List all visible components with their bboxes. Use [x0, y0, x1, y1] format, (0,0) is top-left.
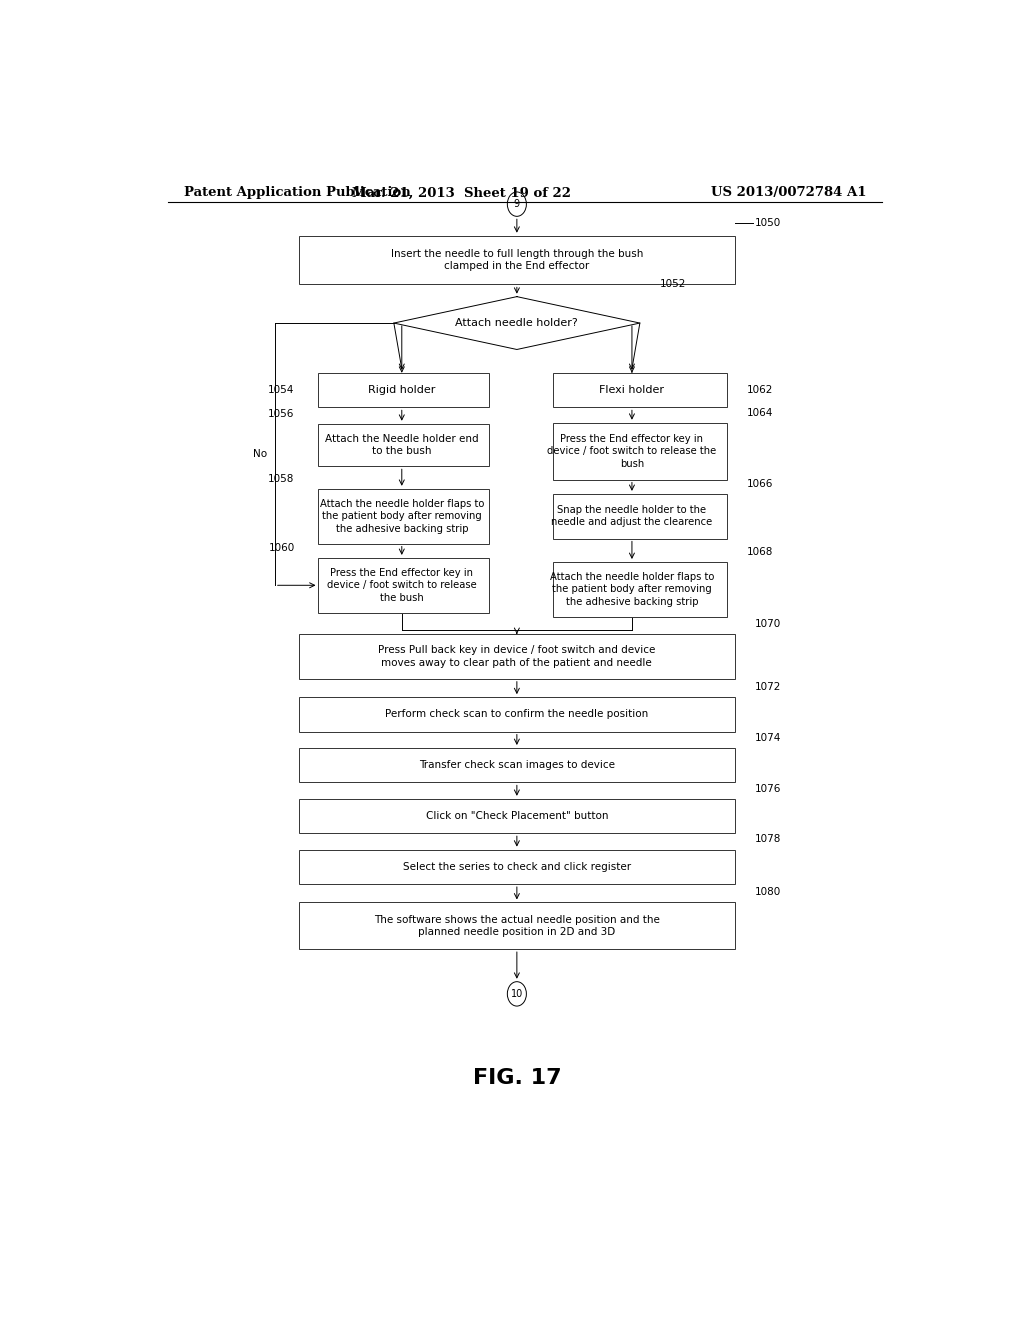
Text: 1074: 1074 [755, 733, 781, 743]
Text: 1050: 1050 [755, 218, 781, 228]
Text: 1066: 1066 [748, 479, 773, 488]
Text: Insert the needle to full length through the bush
clamped in the End effector: Insert the needle to full length through… [391, 249, 643, 271]
Text: Patent Application Publication: Patent Application Publication [183, 186, 411, 199]
Text: Mar. 21, 2013  Sheet 19 of 22: Mar. 21, 2013 Sheet 19 of 22 [352, 186, 570, 199]
FancyBboxPatch shape [299, 850, 735, 884]
Text: 1058: 1058 [268, 474, 295, 483]
FancyBboxPatch shape [318, 558, 489, 612]
FancyBboxPatch shape [318, 372, 489, 408]
Text: Press the End effector key in
device / foot switch to release
the bush: Press the End effector key in device / f… [327, 568, 476, 603]
Text: No: No [253, 449, 267, 459]
FancyBboxPatch shape [318, 488, 489, 544]
Text: 1072: 1072 [755, 682, 781, 692]
Text: 1070: 1070 [755, 619, 781, 628]
FancyBboxPatch shape [299, 236, 735, 284]
Text: Press Pull back key in device / foot switch and device
moves away to clear path : Press Pull back key in device / foot swi… [378, 645, 655, 668]
Text: 1064: 1064 [748, 408, 773, 417]
Text: 9: 9 [514, 199, 520, 209]
Text: 1052: 1052 [659, 280, 686, 289]
Text: Flexi holder: Flexi holder [599, 385, 665, 395]
FancyBboxPatch shape [553, 422, 727, 479]
FancyBboxPatch shape [299, 634, 735, 678]
Text: 1080: 1080 [755, 887, 781, 898]
Text: 1054: 1054 [268, 385, 295, 395]
FancyBboxPatch shape [318, 424, 489, 466]
FancyBboxPatch shape [299, 697, 735, 731]
FancyBboxPatch shape [553, 494, 727, 539]
Text: 1056: 1056 [268, 408, 295, 418]
Text: The software shows the actual needle position and the
planned needle position in: The software shows the actual needle pos… [374, 915, 659, 937]
Text: US 2013/0072784 A1: US 2013/0072784 A1 [711, 186, 866, 199]
FancyBboxPatch shape [299, 903, 735, 949]
Text: 1076: 1076 [755, 784, 781, 793]
Text: Attach the Needle holder end
to the bush: Attach the Needle holder end to the bush [325, 434, 478, 457]
Text: Select the series to check and click register: Select the series to check and click reg… [402, 862, 631, 871]
Text: Snap the needle holder to the
needle and adjust the clearence: Snap the needle holder to the needle and… [551, 506, 713, 528]
Text: Attach the needle holder flaps to
the patient body after removing
the adhesive b: Attach the needle holder flaps to the pa… [319, 499, 484, 533]
Text: Attach needle holder?: Attach needle holder? [456, 318, 579, 329]
Text: 10: 10 [511, 989, 523, 999]
FancyBboxPatch shape [553, 562, 727, 616]
Text: 1078: 1078 [755, 834, 781, 845]
Text: Transfer check scan images to device: Transfer check scan images to device [419, 760, 614, 770]
Text: Attach the needle holder flaps to
the patient body after removing
the adhesive b: Attach the needle holder flaps to the pa… [550, 572, 714, 607]
FancyBboxPatch shape [299, 748, 735, 783]
Text: 1060: 1060 [268, 543, 295, 553]
Text: 1062: 1062 [748, 385, 773, 395]
Text: FIG. 17: FIG. 17 [472, 1068, 561, 1088]
Text: Press the End effector key in
device / foot switch to release the
bush: Press the End effector key in device / f… [547, 434, 717, 469]
Text: Rigid holder: Rigid holder [368, 385, 435, 395]
FancyBboxPatch shape [553, 372, 727, 408]
Text: 1068: 1068 [748, 546, 773, 557]
FancyBboxPatch shape [299, 799, 735, 833]
Text: Click on "Check Placement" button: Click on "Check Placement" button [426, 810, 608, 821]
Text: Perform check scan to confirm the needle position: Perform check scan to confirm the needle… [385, 709, 648, 719]
